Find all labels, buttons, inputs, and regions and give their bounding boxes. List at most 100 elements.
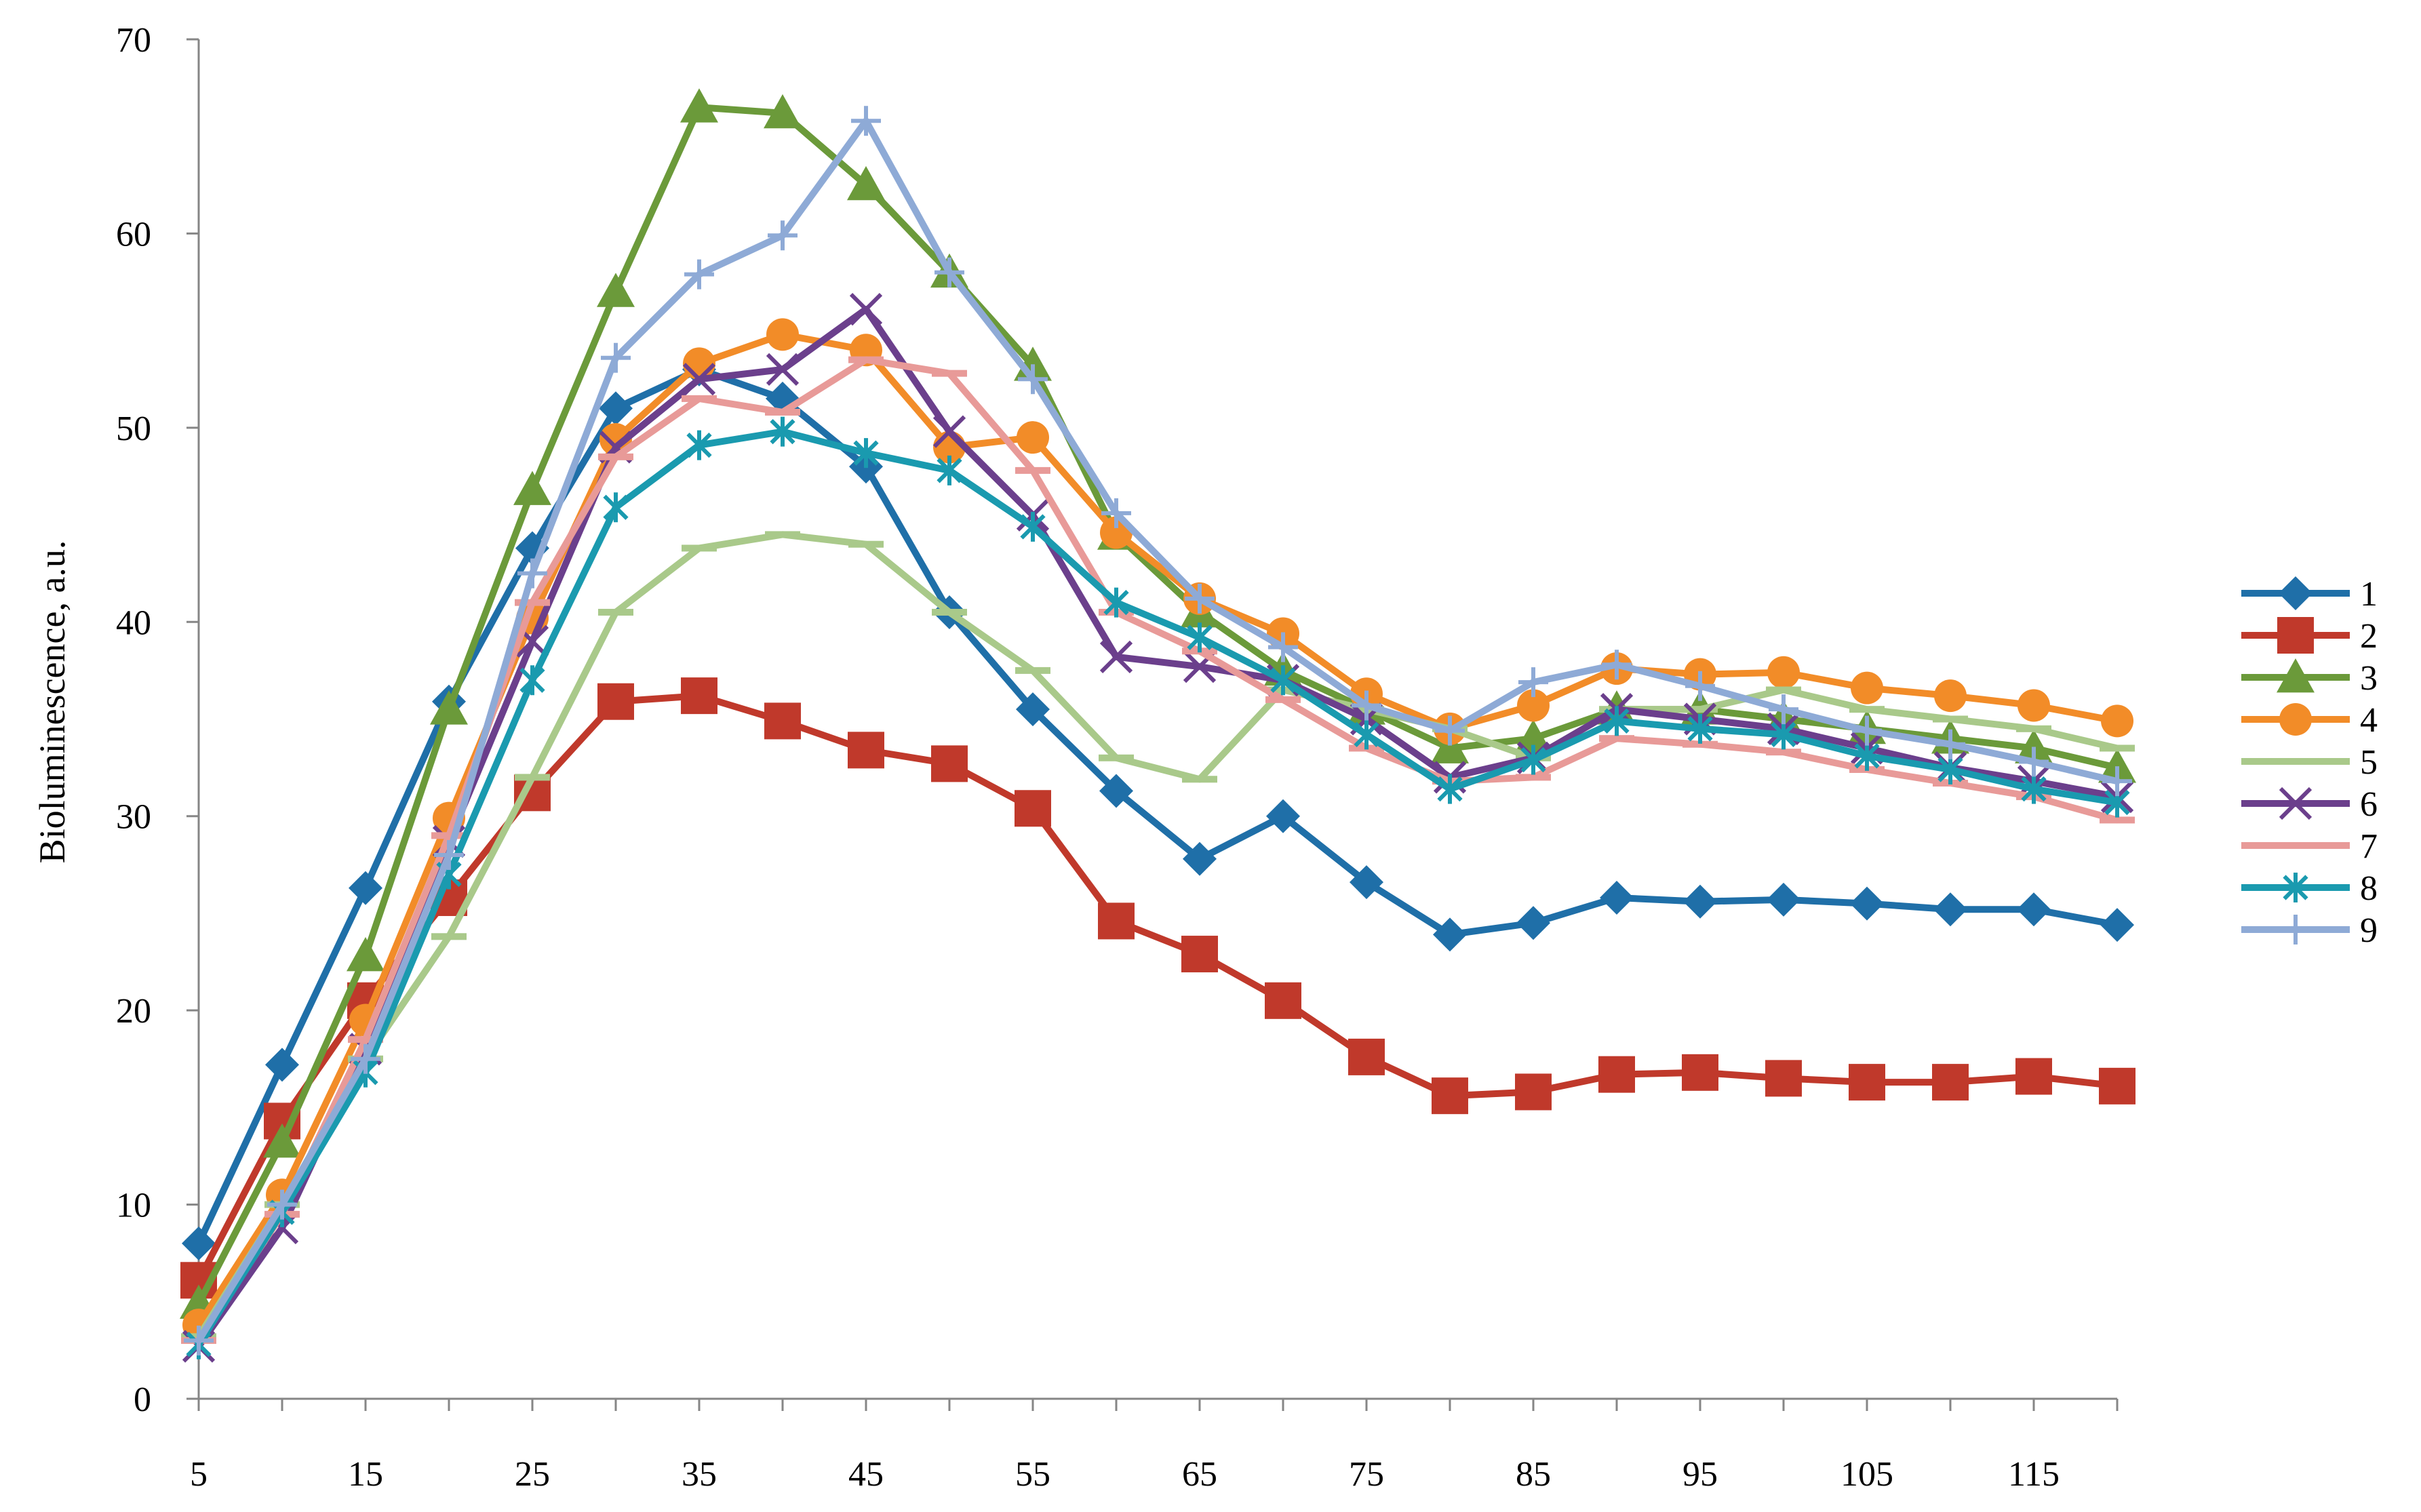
data-point (2100, 908, 2134, 942)
x-tick-label: 55 (1015, 1455, 1050, 1494)
data-point (1604, 706, 1630, 736)
data-point (765, 408, 800, 416)
data-point (2016, 725, 2051, 732)
data-point (766, 353, 800, 386)
data-point (598, 608, 633, 616)
data-point (2017, 892, 2051, 927)
x-tick-label: 75 (1349, 1455, 1384, 1494)
data-point (1017, 421, 1049, 454)
data-point (1015, 667, 1050, 674)
legend-marker (2278, 758, 2313, 765)
data-point (1766, 749, 1801, 756)
data-point (267, 1189, 297, 1220)
data-point (848, 356, 884, 363)
data-point (1600, 881, 1634, 915)
data-point (351, 1043, 380, 1074)
data-point (2098, 749, 2136, 783)
data-point (1103, 587, 1129, 618)
data-point (1018, 364, 1048, 395)
data-point (1515, 1073, 1552, 1111)
data-point (1433, 917, 1467, 952)
data-point (598, 453, 633, 460)
data-point (2021, 774, 2047, 804)
x-tick-label: 65 (1182, 1455, 1217, 1494)
y-tick-label: 10 (116, 1187, 151, 1225)
legend-item-8: 8 (2241, 869, 2378, 908)
data-point (1933, 892, 1967, 927)
y-axis-label: Bioluminescence, a.u. (32, 540, 73, 864)
data-point (1518, 667, 1548, 698)
data-point (1687, 713, 1713, 744)
data-point (1020, 511, 1046, 542)
data-point (1765, 1060, 1802, 1097)
data-point (1183, 841, 1217, 876)
data-point (1431, 729, 1469, 763)
data-point (1682, 706, 1718, 713)
data-point (1683, 884, 1717, 919)
legend-item-9: 9 (2241, 911, 2378, 950)
data-point (1933, 715, 1968, 723)
series-9 (184, 106, 2132, 1356)
legend-marker (2279, 703, 2312, 736)
data-point (601, 342, 631, 373)
data-point (182, 1226, 216, 1260)
data-point (1101, 498, 1131, 528)
data-point (1098, 902, 1135, 940)
data-point (2100, 744, 2135, 752)
x-tick-label: 15 (348, 1455, 383, 1494)
legend-label: 3 (2360, 659, 2378, 698)
data-point (1849, 1064, 1885, 1101)
data-point (932, 415, 966, 448)
legend-label: 5 (2360, 743, 2378, 782)
data-point (1350, 865, 1383, 900)
data-point (347, 936, 385, 972)
data-point (1270, 665, 1296, 696)
data-point (1266, 799, 1300, 833)
data-point (931, 745, 968, 782)
data-point (1354, 719, 1379, 750)
data-point (684, 259, 714, 290)
legend-label: 8 (2360, 869, 2378, 908)
data-point (1935, 729, 1965, 759)
legend-item-1: 1 (2241, 575, 2378, 614)
legend-item-4: 4 (2241, 701, 2378, 740)
data-point (2101, 704, 2133, 738)
legend-item-2: 2 (2241, 617, 2378, 656)
legend-label: 1 (2360, 575, 2378, 614)
data-point (1682, 740, 1718, 748)
legend-label: 9 (2360, 911, 2378, 950)
data-point (1435, 715, 1465, 746)
data-point (597, 683, 634, 720)
data-point (680, 88, 718, 123)
data-point (1850, 886, 1884, 921)
legend-item-3: 3 (2241, 658, 2378, 698)
data-point (848, 732, 884, 769)
data-point (1015, 790, 1051, 827)
data-point (2019, 747, 2049, 777)
data-point (1015, 466, 1050, 474)
series-line-1 (195, 365, 2121, 1247)
data-point (764, 94, 802, 129)
data-point (768, 220, 798, 251)
series-7 (181, 356, 2135, 1345)
data-point (349, 871, 382, 905)
data-point (1932, 1064, 1969, 1101)
legend-label: 7 (2360, 827, 2378, 866)
data-point (1185, 583, 1215, 614)
data-point (430, 690, 468, 725)
data-point (1599, 735, 1634, 742)
data-point (766, 318, 799, 351)
data-point (599, 391, 633, 426)
data-point (1685, 671, 1715, 701)
x-tick-label: 25 (515, 1455, 550, 1494)
data-point (1520, 744, 1546, 775)
data-point (1516, 774, 1551, 781)
data-point (686, 430, 712, 460)
x-tick-label: 115 (2008, 1455, 2060, 1494)
data-point (847, 165, 885, 201)
data-point (1099, 774, 1133, 808)
data-point (1682, 1054, 1718, 1091)
